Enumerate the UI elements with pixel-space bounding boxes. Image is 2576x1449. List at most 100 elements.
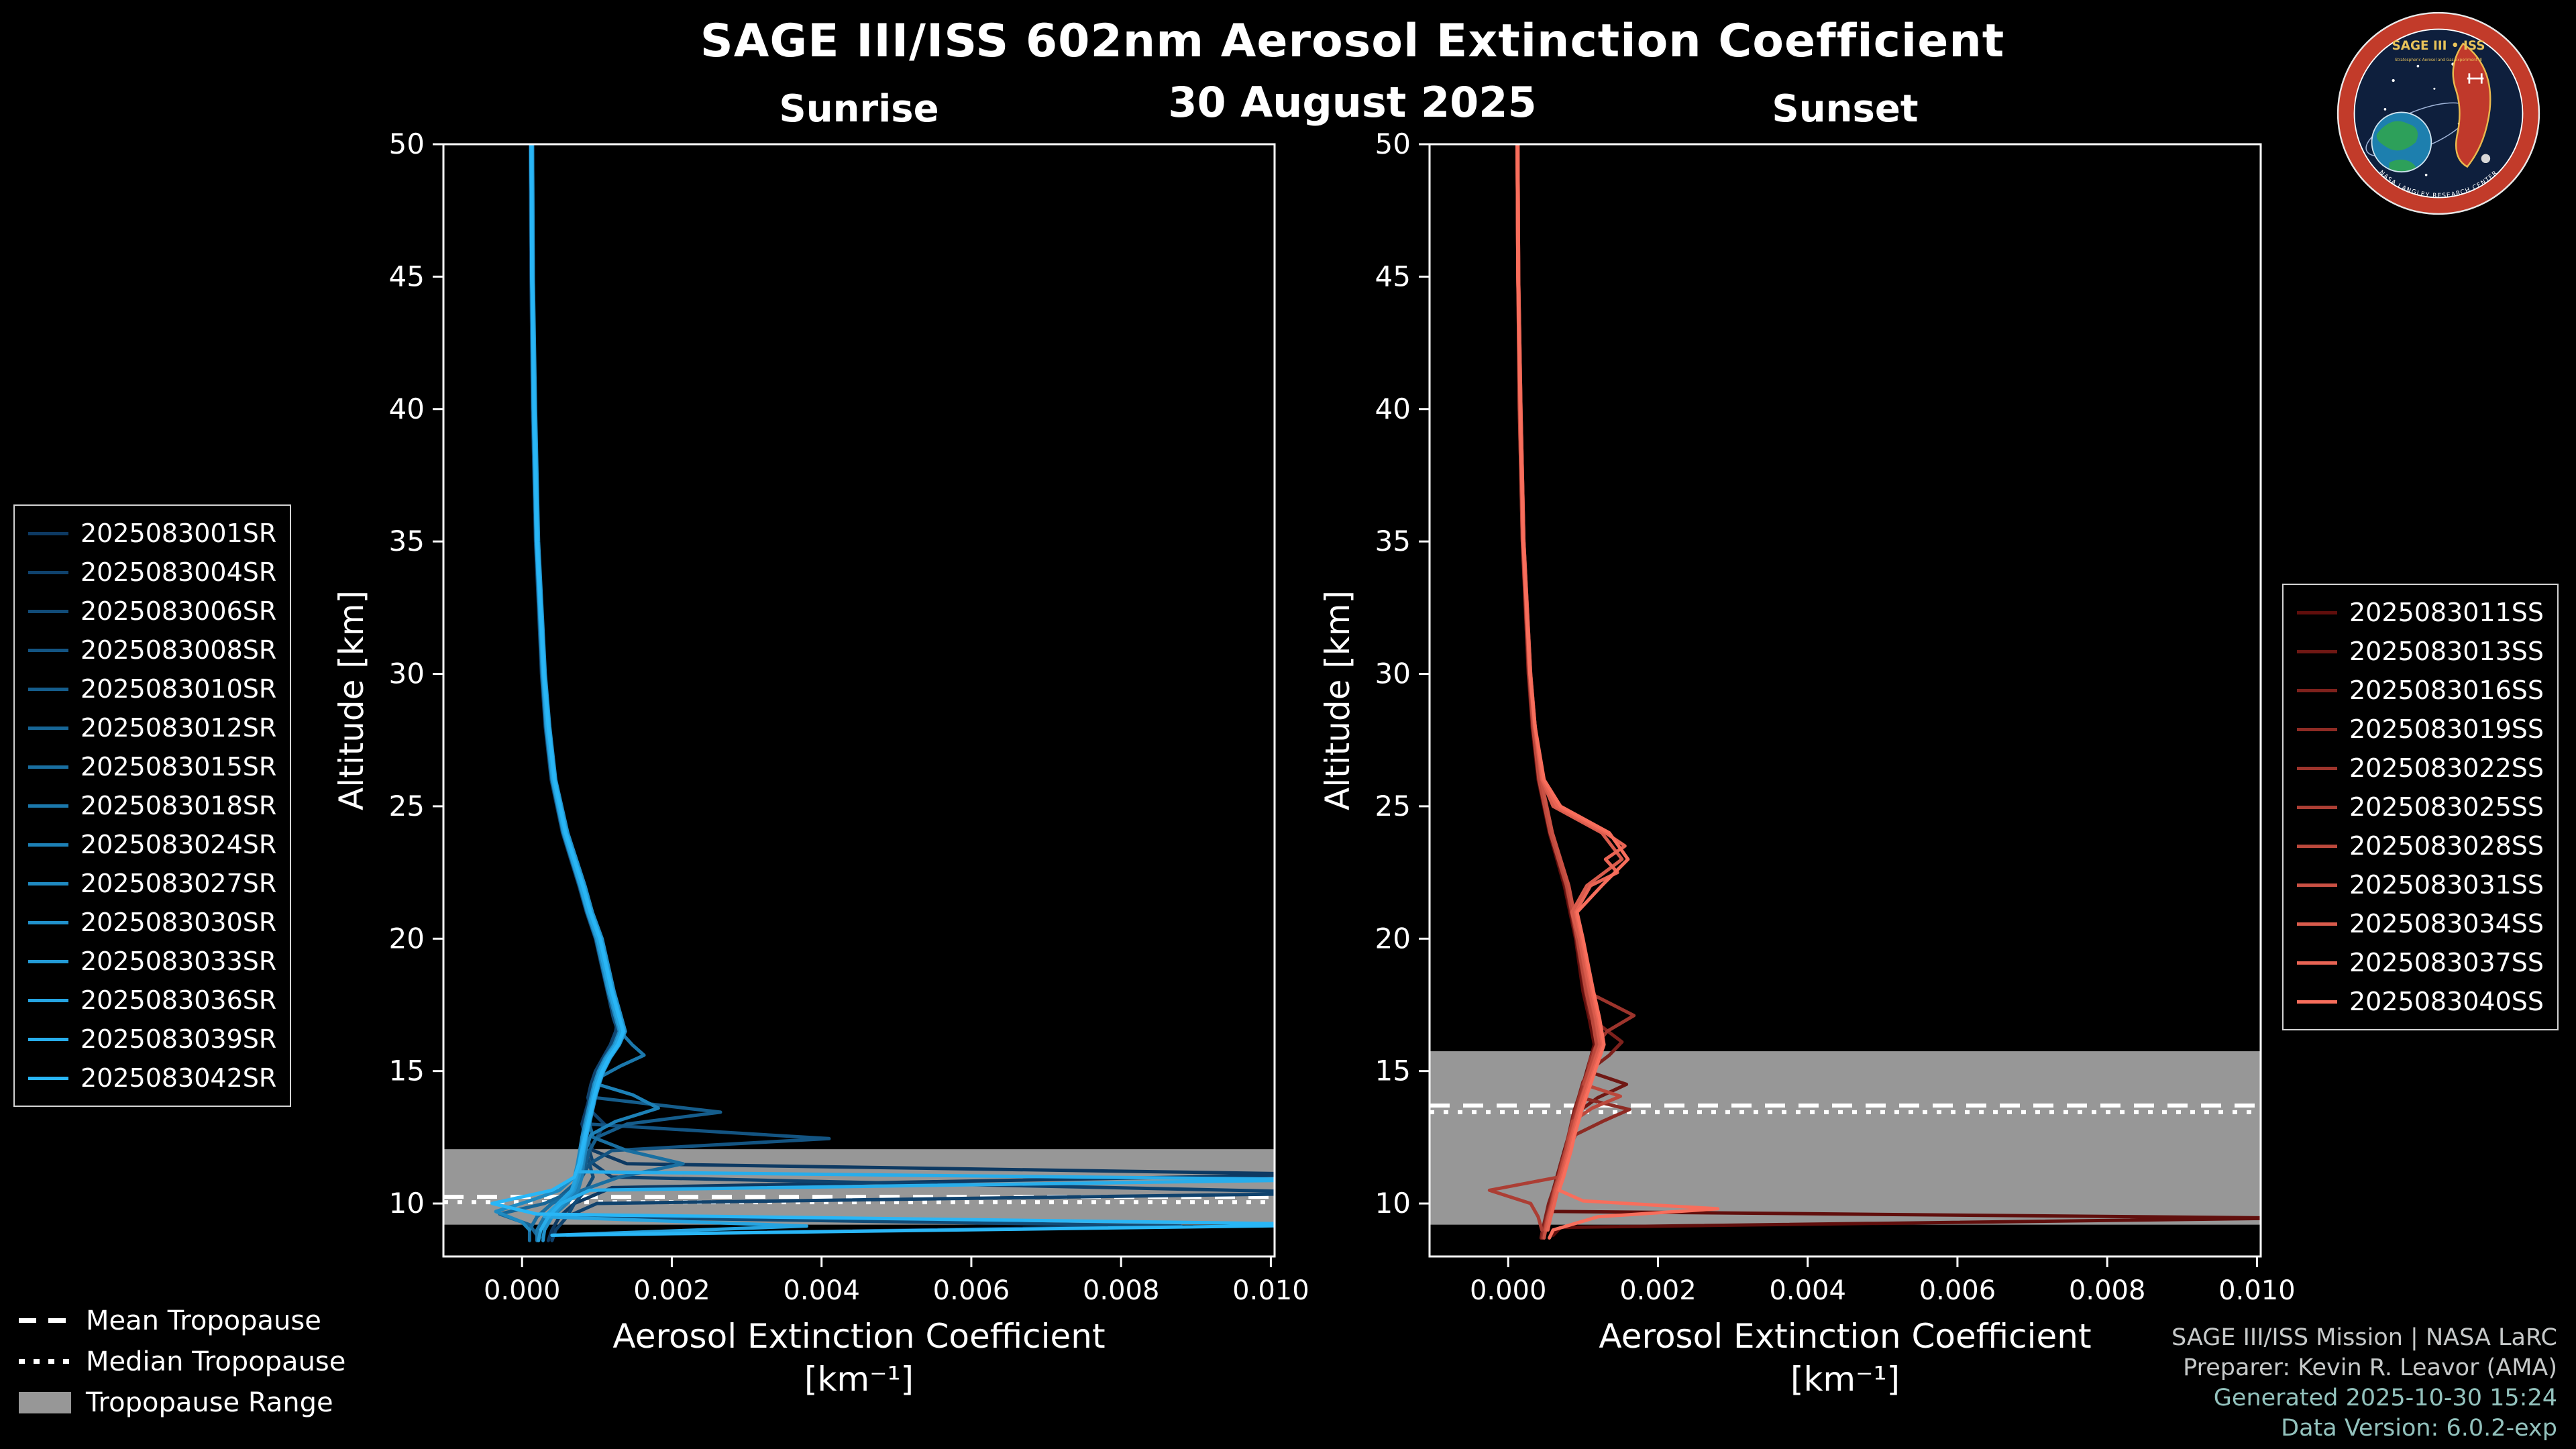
median-tropopause-label: Median Tropopause [86,1346,346,1377]
credit-data-version: Data Version: 6.0.2-exp [2281,1415,2557,1442]
legend-label: 2025083036SR [80,985,277,1015]
dashed-line-swatch [19,1318,71,1323]
legend-line-swatch [28,998,68,1002]
y-tick-label: 10 [1375,1187,1411,1220]
legend-item: 2025083036SR [28,981,276,1020]
sage-iss-logo: SAGE III • ISS Stratospheric Aerosol and… [2337,11,2540,215]
x-tick-label: 0.008 [1083,1275,1160,1306]
legend-line-swatch [28,804,68,808]
legend-line-swatch [2296,1000,2337,1004]
y-tick-label: 50 [1375,127,1411,160]
dotted-line-swatch [19,1359,71,1364]
x-tick-label: 0.006 [1919,1275,1996,1306]
legend-label: 2025083010SR [80,674,277,704]
figure-title: SAGE III/ISS 602nm Aerosol Extinction Co… [700,15,2005,68]
legend-item: 2025083028SS [2296,826,2544,865]
legend-item: 2025083022SS [2296,749,2544,788]
y-tick-label: 30 [1375,657,1411,690]
x-tick-label: 0.010 [1232,1275,1309,1306]
legend-line-swatch [2296,649,2337,653]
legend-label: 2025083018SR [80,791,277,820]
panel-sunrise: 0.000 0.002 0.004 0.006 0.008 0.010 10 15 20 25 30… [332,127,1309,1399]
tropopause-legend: Mean Tropopause Median Tropopause Tropop… [19,1300,345,1423]
legend-label: 2025083013SS [2349,637,2544,666]
legend-label: 2025083033SR [80,947,277,976]
credits: SAGE III/ISS Mission | NASA LaRC Prepare… [2171,1323,2557,1444]
legend-label: 2025083027SR [80,869,277,898]
legend-label: 2025083034SS [2349,909,2544,938]
legend-item: 2025083031SS [2296,865,2544,904]
legend-item: 2025083013SS [2296,632,2544,671]
legend-item: 2025083001SR [28,514,276,553]
legend-label: 2025083040SS [2349,987,2544,1016]
legend-label: 2025083001SR [80,519,277,548]
y-tick-label: 40 [389,392,425,425]
legend-label: 2025083025SS [2349,792,2544,822]
legend-item: 2025083010SR [28,669,276,708]
legend-label: 2025083004SR [80,557,277,587]
legend-item: 2025083006SR [28,592,276,631]
sunrise-legend: 2025083001SR 2025083004SR 2025083006SR 2025… [13,504,292,1107]
y-tick-label: 35 [389,525,425,557]
x-tick-label: 0.006 [933,1275,1010,1306]
legend-line-swatch [2296,610,2337,614]
legend-line-swatch [2296,688,2337,692]
y-axis-label: Altitude [km] [1318,590,1357,810]
moon-icon [2481,154,2491,164]
legend-line-swatch [2296,844,2337,848]
y-tick-label: 45 [389,260,425,292]
legend-line-swatch [28,881,68,885]
earth-icon [2371,111,2432,173]
legend-label: 2025083008SR [80,635,277,665]
series-line-2025083040SS [1515,144,1720,1240]
logo-subtitle: Stratospheric Aerosol and Gas Experiment… [2395,58,2482,62]
legend-item: 2025083016SS [2296,671,2544,710]
logo-title: SAGE III • ISS [2392,39,2485,53]
legend-item: 2025083039SR [28,1020,276,1059]
legend-item: 2025083027SR [28,864,276,903]
y-tick-label: 20 [1375,922,1411,955]
legend-line-swatch [2296,883,2337,887]
legend-line-swatch [28,726,68,730]
gray-patch-swatch [19,1391,71,1413]
x-tick-label: 0.004 [1769,1275,1846,1306]
credit-generated: Generated 2025-10-30 15:24 [2213,1385,2557,1411]
legend-label: 2025083011SS [2349,598,2544,627]
tropopause-range-legend-item: Tropopause Range [19,1382,345,1423]
legend-label: 2025083037SS [2349,948,2544,977]
legend-item: 2025083033SR [28,942,276,981]
legend-item: 2025083034SS [2296,904,2544,943]
credit-preparer: Preparer: Kevin R. Leavor (AMA) [2183,1354,2557,1381]
legend-label: 2025083030SR [80,908,277,937]
sunset-panel-title: Sunset [1772,87,1919,131]
legend-line-swatch [28,648,68,652]
plot-background [443,144,1275,1256]
legend-line-swatch [2296,922,2337,926]
legend-line-swatch [28,1076,68,1080]
legend-line-swatch [28,920,68,924]
credit-mission: SAGE III/ISS Mission | NASA LaRC [2171,1324,2557,1351]
legend-label: 2025083019SS [2349,714,2544,744]
legend-line-swatch [28,765,68,769]
x-tick-label: 0.002 [633,1275,710,1306]
x-axis-label: Aerosol Extinction Coefficient [1599,1317,2091,1356]
legend-item: 2025083037SS [2296,943,2544,982]
legend-item: 2025083011SS [2296,593,2544,632]
legend-line-swatch [2296,805,2337,809]
panel-sunset: 0.000 0.002 0.004 0.006 0.008 0.010 10 15 20 25 30… [1318,127,2296,1399]
y-tick-label: 35 [1375,525,1411,557]
legend-line-swatch [2296,961,2337,965]
figure-date: 30 August 2025 [1168,78,1537,127]
x-axis-unit-label: [km⁻¹] [1790,1360,1900,1399]
x-axis-unit-label: [km⁻¹] [804,1360,914,1399]
legend-item: 2025083040SS [2296,982,2544,1021]
series-line-2025083042SR [490,144,1275,1237]
sunset-series-group [1487,144,2261,1240]
x-tick-label: 0.004 [783,1275,860,1306]
legend-item: 2025083004SR [28,553,276,592]
y-tick-label: 25 [389,790,425,822]
legend-line-swatch [28,570,68,574]
y-tick-label: 20 [389,922,425,955]
legend-label: 2025083015SR [80,752,277,782]
